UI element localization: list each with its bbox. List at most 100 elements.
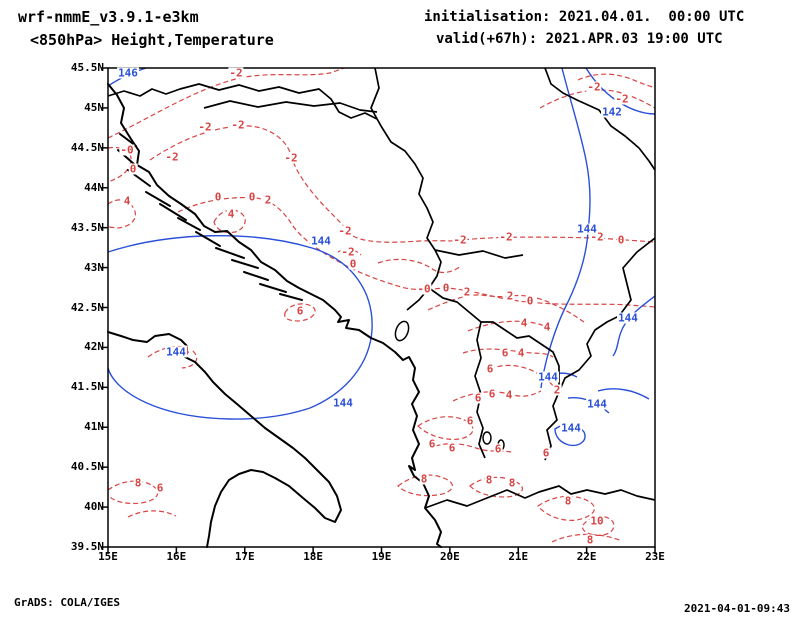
- temperature-contour-label: -2: [614, 92, 630, 106]
- temperature-contour-label: 4: [122, 194, 132, 208]
- y-axis-tick-label: 40N: [84, 500, 104, 514]
- temperature-contour-label: 6: [541, 446, 551, 460]
- temperature-contour-label: 0: [616, 233, 626, 247]
- coastline-borders-group: [107, 67, 656, 548]
- temperature-contour-label: 8: [484, 473, 494, 487]
- x-axis-tick-label: 16E: [166, 550, 187, 563]
- valid-time: valid(+67h): 2021.APR.03 19:00 UTC: [436, 31, 723, 47]
- x-axis-tick-label: 15E: [98, 550, 118, 563]
- temperature-contour-label: -0: [416, 282, 432, 296]
- northern-borders: [107, 83, 378, 120]
- temperature-contour-label: 8: [133, 476, 143, 490]
- y-axis-tick-label: 42N: [84, 340, 104, 354]
- lakes: [394, 320, 505, 451]
- temperature-contour-label: 0: [213, 190, 223, 204]
- temperature-contours-group: [107, 67, 656, 543]
- temperature-contour-label: 4: [516, 346, 526, 360]
- lake-ohrid: [482, 431, 492, 445]
- y-axis-tick-label: 44N: [84, 180, 104, 194]
- temperature-contour-label: 0: [348, 257, 358, 271]
- temperature-contour-label: -2: [589, 230, 605, 244]
- temperature-contour-label: -2: [586, 80, 602, 94]
- adriatic-east-coastline: [107, 83, 442, 548]
- eastern-borders: [544, 237, 656, 461]
- x-axis-tick-label: 20E: [439, 550, 460, 563]
- height-contour-label: 144: [332, 396, 354, 410]
- y-axis-tick-label: 42.5N: [70, 300, 104, 314]
- greece-north-border: [424, 485, 656, 509]
- temperature-contour-label: 0: [441, 281, 451, 295]
- kosovo-macedonia-borders: [428, 287, 560, 392]
- temperature-contour-label: -2: [337, 224, 353, 238]
- creation-timestamp: 2021-04-01-09:43: [684, 602, 790, 615]
- temperature-contour-label: 2: [263, 193, 273, 207]
- temperature-contour-label: -0: [119, 143, 135, 157]
- y-axis-tick-label: 45.5N: [70, 61, 104, 74]
- temperature-contour-label: 4: [542, 320, 552, 334]
- y-axis-tick-label: 43N: [84, 260, 104, 274]
- temperature-contour-label: 6: [155, 481, 165, 495]
- map-frame: [107, 67, 656, 548]
- temperature-contour-label: 6: [485, 362, 495, 376]
- drina-border: [370, 67, 442, 311]
- height-contour-label: 144: [576, 222, 598, 236]
- croatian-islands: [117, 133, 303, 301]
- temperature-contour-label: 6: [465, 414, 475, 428]
- lake-scutari: [394, 320, 410, 342]
- northeast-borders: [544, 67, 656, 171]
- temperature-contour-label: -2: [164, 150, 180, 164]
- temperature-contour-label: 6: [295, 304, 305, 318]
- grads-credit: GrADS: COLA/IGES: [14, 596, 120, 609]
- temperature-contour-label: 4: [226, 207, 236, 221]
- y-axis-tick-label: 39.5N: [70, 540, 104, 553]
- temperature-contour-label: 0: [128, 162, 138, 176]
- temperature-contour-label: -2: [283, 151, 299, 165]
- height-contour-label: 142: [601, 105, 623, 119]
- temperature-contour-label: 4: [519, 316, 529, 330]
- level-variable-title: <850hPa> Height,Temperature: [30, 31, 274, 49]
- temperature-contour-label: 2: [505, 289, 515, 303]
- temperature-contour-label: 10: [589, 514, 605, 528]
- height-contours-group: [107, 67, 656, 447]
- temperature-contour-label: 8: [585, 533, 595, 547]
- model-title: wrf-nmmE_v3.9.1-e3km: [18, 8, 199, 26]
- x-axis-tick-label: 19E: [371, 550, 392, 563]
- x-axis-tick-label: 21E: [508, 550, 529, 563]
- y-axis-tick-label: 44.5N: [70, 140, 104, 154]
- temperature-contour-label: 0: [247, 190, 257, 204]
- temperature-contour-label: 6: [493, 442, 503, 456]
- y-axis-tick-label: 41N: [84, 420, 104, 434]
- x-axis-tick-label: 23E: [645, 550, 665, 563]
- y-axis-tick-label: 43.5N: [70, 220, 104, 234]
- italy-coastline: [107, 331, 342, 548]
- temperature-contour-label: 0: [525, 294, 535, 308]
- temperature-contour-label: -2: [197, 120, 213, 134]
- serbia-internal-border: [434, 249, 524, 259]
- temperature-contour-label: 6: [447, 441, 457, 455]
- temperature-contour-label: 8: [563, 494, 573, 508]
- height-contour-label: 144: [310, 234, 332, 248]
- initialisation-time: initialisation: 2021.04.01. 00:00 UTC: [424, 9, 745, 25]
- temperature-contour-label: -2: [452, 233, 468, 247]
- y-axis-tick-label: 40.5N: [70, 460, 104, 474]
- axis-ticks-group: [101, 67, 656, 554]
- temperature-contour-label: -2: [340, 245, 356, 259]
- height-contour-label: 144: [586, 397, 608, 411]
- temperature-contour-label: 4: [504, 388, 514, 402]
- temperature-contour-label: 8: [507, 476, 517, 490]
- x-axis-tick-label: 17E: [234, 550, 255, 563]
- temperature-contour-label: 6: [500, 346, 510, 360]
- temperature-contour-label: 2: [462, 285, 472, 299]
- height-contour-label: 144: [617, 311, 639, 325]
- height-contour-label: 146: [117, 66, 139, 80]
- x-axis-tick-label: 18E: [303, 550, 324, 563]
- x-axis-tick-label: 22E: [576, 550, 597, 563]
- temperature-contour-label: -2: [498, 230, 514, 244]
- sava-border: [203, 100, 378, 113]
- y-axis-tick-label: 41.5N: [70, 380, 104, 394]
- temperature-contour-label: 6: [487, 387, 497, 401]
- temperature-contour-label: 8: [419, 472, 429, 486]
- y-axis-tick-label: 45N: [84, 100, 104, 114]
